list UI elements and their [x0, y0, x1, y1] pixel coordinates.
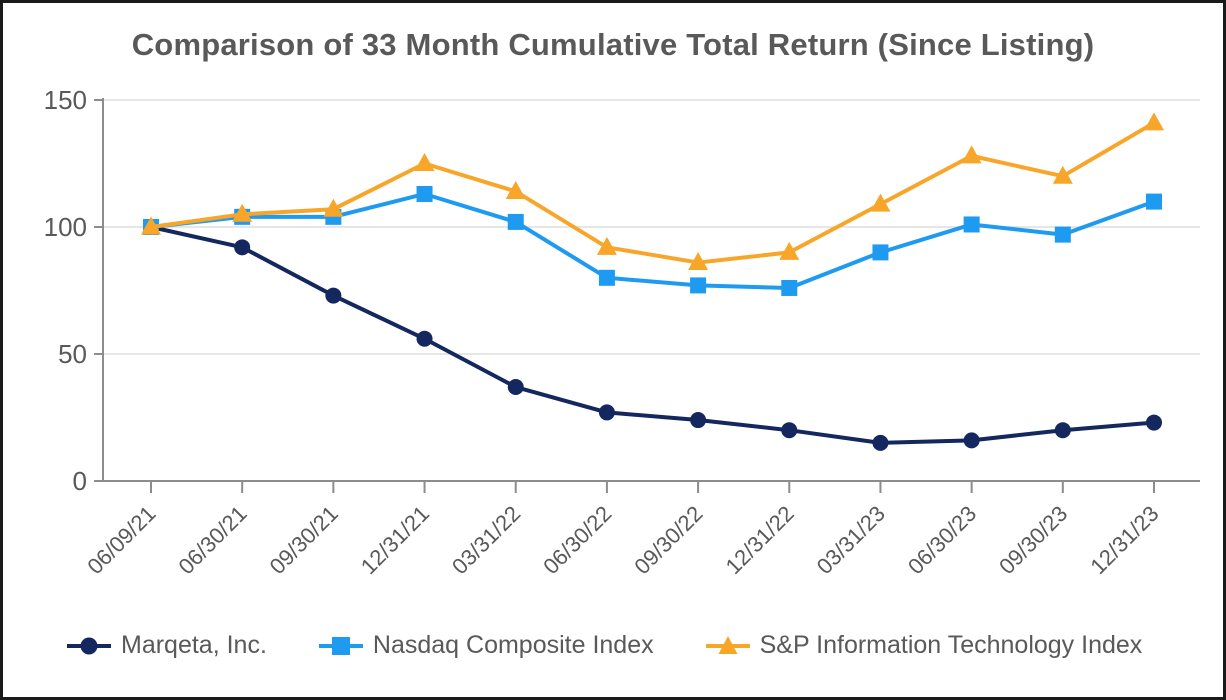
data-point-s-p-information-technology-index	[870, 193, 891, 212]
x-tick-label: 12/31/22	[721, 501, 799, 579]
legend-label-marqeta: Marqeta, Inc.	[121, 631, 267, 659]
data-point-nasdaq-composite-index	[1146, 193, 1162, 210]
data-point-nasdaq-composite-index	[507, 213, 524, 230]
data-point-nasdaq-composite-index	[598, 269, 615, 286]
legend-marker-square-icon	[318, 636, 363, 655]
x-tick-label: 09/30/21	[265, 501, 343, 579]
data-point-marqeta-inc	[690, 412, 707, 429]
data-point-s-p-information-technology-index	[1144, 112, 1164, 131]
chart-title: Comparison of 33 Month Cumulative Total …	[131, 27, 1095, 62]
data-point-nasdaq-composite-index	[690, 277, 707, 294]
data-point-marqeta-inc	[1054, 422, 1071, 439]
legend-marker-triangle-icon	[705, 635, 750, 654]
data-point-marqeta-inc	[325, 287, 342, 304]
data-point-marqeta-inc	[1146, 414, 1162, 431]
x-tick-label: 09/30/22	[629, 501, 707, 579]
x-tick-label: 03/31/23	[812, 501, 890, 579]
series-line-marqeta-inc	[149, 225, 1156, 445]
data-point-s-p-information-technology-index	[505, 180, 526, 199]
legend-item-nasdaq: Nasdaq Composite Index	[318, 631, 654, 660]
data-point-nasdaq-composite-index	[1054, 226, 1071, 243]
data-point-marqeta-inc	[598, 404, 615, 421]
y-tick-label: 50	[58, 339, 87, 369]
x-tick-label: 06/30/22	[538, 501, 616, 579]
data-point-s-p-information-technology-index	[232, 203, 253, 222]
data-point-marqeta-inc	[872, 434, 889, 451]
x-tick-label: 06/30/21	[173, 501, 251, 579]
data-point-s-p-information-technology-index	[596, 236, 617, 255]
legend: Marqeta, Inc. Nasdaq Composite Index S&P…	[67, 631, 1142, 660]
data-point-s-p-information-technology-index	[414, 153, 435, 171]
y-tick-label: 0	[73, 466, 87, 496]
data-point-s-p-information-technology-index	[961, 145, 982, 164]
data-point-nasdaq-composite-index	[963, 216, 980, 233]
x-tick-label: 03/31/22	[447, 501, 525, 579]
x-tick-label: 06/30/23	[903, 501, 981, 579]
data-point-nasdaq-composite-index	[416, 185, 433, 202]
data-point-marqeta-inc	[781, 422, 798, 439]
legend-label-nasdaq: Nasdaq Composite Index	[372, 631, 654, 659]
data-point-marqeta-inc	[963, 432, 980, 449]
data-point-marqeta-inc	[416, 330, 433, 347]
data-point-s-p-information-technology-index	[141, 216, 161, 235]
y-tick-label: 100	[44, 212, 87, 242]
data-point-s-p-information-technology-index	[779, 241, 800, 260]
legend-item-sp-it: S&P Information Technology Index	[705, 631, 1143, 660]
legend-item-marqeta: Marqeta, Inc.	[67, 631, 267, 660]
data-point-marqeta-inc	[234, 239, 251, 256]
series-line-nasdaq-composite-index	[149, 191, 1156, 290]
data-point-marqeta-inc	[507, 379, 524, 396]
data-point-nasdaq-composite-index	[872, 244, 889, 261]
legend-marker-circle-icon	[67, 637, 111, 654]
data-point-nasdaq-composite-index	[781, 279, 798, 296]
x-tick-label: 12/31/23	[1085, 501, 1163, 579]
data-point-s-p-information-technology-index	[1052, 165, 1073, 184]
y-tick-label: 150	[44, 85, 87, 115]
x-tick-label: 06/09/21	[82, 501, 160, 579]
legend-label-sp-it: S&P Information Technology Index	[759, 631, 1143, 659]
data-point-s-p-information-technology-index	[323, 198, 344, 217]
x-tick-label: 09/30/23	[994, 501, 1072, 579]
series-line-s-p-information-technology-index	[149, 120, 1156, 265]
x-tick-label: 12/31/21	[356, 501, 434, 579]
data-point-s-p-information-technology-index	[688, 252, 709, 271]
